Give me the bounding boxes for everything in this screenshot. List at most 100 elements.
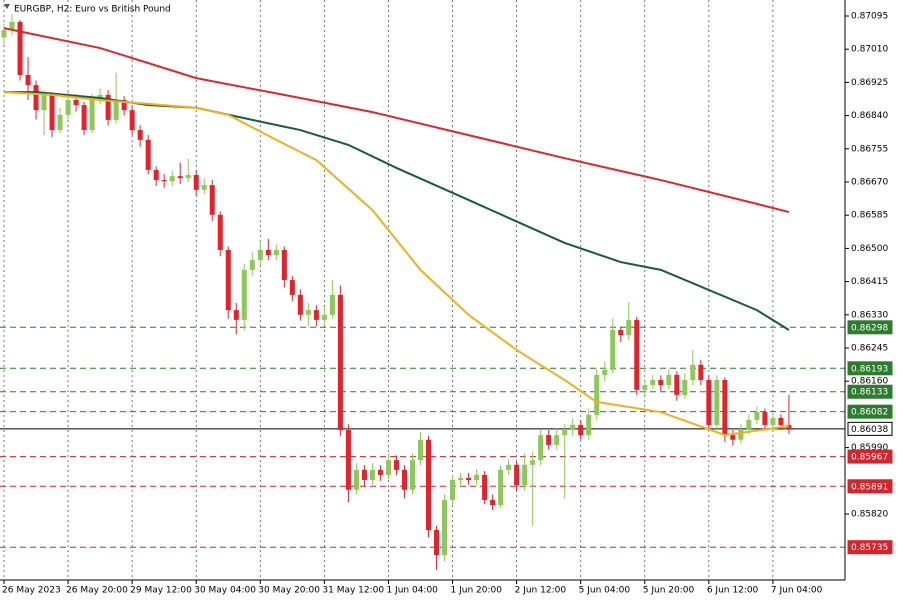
level-label: 0.86298 (851, 323, 888, 333)
candle-body (714, 380, 720, 425)
candle-body (177, 176, 183, 179)
x-tick-label: 5 Jun 04:00 (579, 586, 631, 596)
candle-body (241, 269, 247, 320)
candle-body (377, 469, 383, 475)
x-tick-label: 29 May 12:00 (130, 586, 192, 596)
candle-body (562, 430, 568, 436)
candle-body (233, 310, 239, 320)
candle-body (313, 310, 319, 320)
candle-body (634, 319, 640, 390)
candle-body (482, 474, 488, 500)
candle-body (17, 21, 23, 75)
candle-body (9, 21, 15, 31)
candle-body (321, 314, 327, 320)
candle-body (474, 474, 480, 481)
candle-body (746, 419, 752, 431)
candle-body (209, 185, 215, 215)
x-tick-label: 30 May 20:00 (258, 586, 320, 596)
candle-body (129, 110, 135, 131)
candle-body (345, 430, 351, 490)
candle-body (530, 460, 536, 465)
candle-body (289, 280, 295, 295)
level-label: 0.85967 (851, 453, 888, 463)
candle-body (169, 176, 175, 182)
candle-body (442, 499, 448, 556)
x-tick-label: 6 Jun 12:00 (707, 586, 759, 596)
candle-body (249, 260, 255, 270)
level-label-box (847, 479, 893, 494)
y-tick-label: 0.86670 (851, 178, 888, 188)
candle-body (153, 169, 159, 181)
candle-body (25, 74, 31, 86)
candle-body (297, 294, 303, 315)
level-label-box (847, 320, 893, 335)
candle-body (137, 130, 143, 140)
candle-body (706, 380, 712, 425)
candle-body (33, 85, 39, 111)
candle-body (754, 412, 760, 420)
candle-body (498, 469, 504, 506)
moving-average-line (3, 91, 790, 437)
candle-body (329, 294, 335, 315)
candle-body (602, 369, 608, 375)
candle-body (674, 374, 680, 395)
y-tick-label: 0.86585 (851, 211, 888, 221)
candle-body (393, 460, 399, 470)
candle-body (305, 310, 311, 315)
candle-body (1, 30, 7, 38)
y-tick-label: 0.86925 (851, 78, 888, 88)
candle-body (161, 180, 167, 182)
x-tick-label: 7 Jun 04:00 (771, 586, 823, 596)
level-label: 0.85891 (851, 482, 888, 492)
candle-body (658, 380, 664, 386)
candle-body (514, 464, 520, 486)
candle-body (257, 249, 263, 261)
candle-body (434, 530, 440, 556)
candle-body (361, 469, 367, 481)
candle-body (762, 412, 768, 425)
candle-body (682, 380, 688, 395)
candle-body (610, 330, 616, 370)
y-tick-label: 0.85990 (851, 443, 888, 453)
candle-body (401, 469, 407, 490)
candle-body (145, 139, 151, 170)
candle-body (722, 380, 728, 436)
level-label-box (847, 384, 893, 399)
candle-body (65, 99, 71, 115)
candle-body (466, 478, 472, 481)
candle-body (698, 364, 704, 381)
candle-body (730, 435, 736, 440)
candle-body (385, 460, 391, 475)
x-tick-label: 30 May 04:00 (194, 586, 256, 596)
candle-body (506, 464, 512, 470)
candle-body (369, 469, 375, 481)
candle-body (105, 94, 111, 120)
y-tick-label: 0.86330 (851, 310, 888, 320)
y-tick-label: 0.86840 (851, 111, 888, 121)
symbol-icon (4, 4, 10, 9)
candle-body (281, 249, 287, 281)
level-label-box (847, 404, 893, 419)
level-label-box (847, 540, 893, 555)
y-tick-label: 0.86500 (851, 244, 888, 254)
y-tick-label: 0.87095 (851, 12, 888, 22)
candle-body (426, 439, 432, 531)
candle-body (690, 364, 696, 381)
candle-body (417, 439, 423, 461)
candle-body (201, 185, 207, 190)
candle-body (594, 374, 600, 415)
candle-body (41, 94, 47, 111)
candle-body (353, 469, 359, 490)
x-tick-label: 2 Jun 12:00 (515, 586, 567, 596)
y-tick-label: 0.87010 (851, 45, 888, 55)
candle-body (586, 414, 592, 436)
candle-body (265, 249, 271, 256)
level-label-box (847, 421, 893, 436)
candle-body (217, 214, 223, 250)
candle-body (193, 174, 199, 190)
x-tick-label: 31 May 12:00 (322, 586, 384, 596)
candle-body (578, 424, 584, 436)
level-label: 0.86038 (851, 425, 888, 435)
chart-title: EURGBP, H2: Euro vs British Pound (14, 5, 171, 15)
